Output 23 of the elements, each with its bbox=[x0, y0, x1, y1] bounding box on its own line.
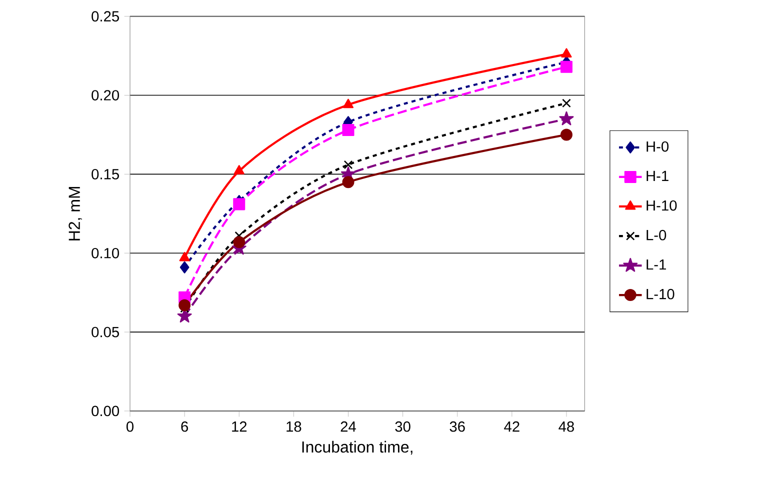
legend-label: L-0 bbox=[646, 230, 666, 240]
legend-label: H-1 bbox=[646, 170, 668, 181]
x-tick-label: 24 bbox=[340, 421, 356, 432]
x-tick-label: 30 bbox=[395, 421, 410, 432]
y-tick-label: 0.00 bbox=[92, 406, 120, 416]
y-tick-label: 0.25 bbox=[92, 11, 119, 22]
legend-label: L-10 bbox=[646, 288, 674, 300]
y-tick-label: 0.10 bbox=[92, 248, 120, 258]
x-tick-label: 6 bbox=[181, 421, 188, 432]
legend-label: H-0 bbox=[646, 141, 669, 152]
x-tick-label: 42 bbox=[504, 421, 520, 432]
x-tick-label: 36 bbox=[450, 421, 465, 432]
legend-label: L-1 bbox=[646, 259, 666, 270]
x-tick-label: 0 bbox=[126, 421, 134, 432]
x-tick-label: 12 bbox=[232, 421, 247, 432]
x-tick-label: 48 bbox=[558, 421, 574, 432]
y-tick-label: 0.20 bbox=[92, 90, 120, 100]
y-tick-label: 0.05 bbox=[92, 326, 119, 338]
x-axis-title: Incubation time, bbox=[302, 440, 412, 455]
y-tick-label: 0.15 bbox=[92, 169, 119, 180]
x-tick-label: 18 bbox=[286, 421, 302, 432]
legend-label: H-10 bbox=[646, 200, 677, 211]
y-axis-title: H2, mM bbox=[68, 187, 82, 240]
